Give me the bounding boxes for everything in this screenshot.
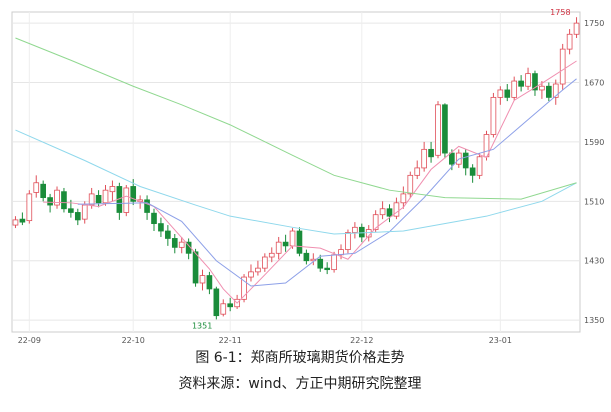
candle-body (497, 89, 504, 98)
caption: 图 6-1：郑商所玻璃期货价格走势 (195, 349, 404, 366)
x-tick-label: 23-01 (489, 336, 512, 345)
candle-body (12, 219, 19, 226)
candle-body (262, 256, 268, 269)
candle-body (255, 267, 261, 273)
y-tick-label: 1430 (584, 257, 604, 266)
x-tick-label: 22-09 (18, 336, 41, 345)
candle-body (109, 186, 116, 193)
candle-body (345, 232, 351, 250)
candle-body (268, 252, 275, 258)
candle-body (123, 187, 130, 213)
candle-body (165, 230, 171, 239)
candle-body (532, 73, 538, 91)
candle-body (102, 189, 109, 204)
candle-body (449, 152, 455, 165)
candle-body (171, 238, 178, 248)
candle-body (178, 241, 185, 248)
candle-body (476, 156, 483, 176)
candle-body (47, 197, 53, 206)
candle-body (539, 85, 545, 91)
x-tick-label: 22-10 (122, 336, 145, 345)
plot-frame (11, 11, 581, 333)
candle-body (248, 271, 254, 278)
candle-body (386, 208, 393, 217)
x-tick-label: 22-12 (350, 336, 373, 345)
y-tick-label: 1750 (584, 19, 604, 28)
candle-body (435, 104, 441, 156)
min-label: 1351 (192, 321, 212, 330)
candle-body (19, 218, 26, 223)
candle-body (552, 83, 559, 98)
candle-body (317, 258, 324, 269)
candle-body (324, 267, 330, 271)
candle-body (26, 193, 33, 222)
candle-body (331, 254, 337, 271)
candle-body (275, 241, 282, 254)
candle-body (144, 199, 150, 213)
candle-body (289, 230, 296, 247)
candle-body (220, 303, 227, 315)
candle-body (61, 191, 67, 210)
candle-body (296, 230, 303, 254)
candle-body (442, 104, 448, 154)
candle-body (469, 167, 476, 176)
candle-body (393, 202, 400, 217)
y-tick-label: 1350 (584, 316, 604, 325)
ma-line (77, 78, 577, 287)
candle-body (525, 73, 531, 87)
candle-body (462, 152, 469, 169)
candle-body (33, 182, 40, 193)
candle-body (206, 275, 213, 290)
candle-body (213, 288, 220, 317)
y-tick-label: 1670 (584, 79, 604, 88)
candle-body (518, 80, 524, 87)
candle-body (358, 226, 365, 238)
candle-body (303, 252, 310, 262)
y-tick-label: 1510 (584, 197, 604, 206)
plot-area: 1350 1430 1510 1590 1670 1750 22-09 22-10 22-11 2… (12, 8, 604, 345)
candle-body (227, 303, 234, 308)
y-tick-label: 1590 (584, 138, 604, 147)
candle-body (40, 183, 46, 199)
candle-body (158, 223, 164, 232)
candle-body (566, 33, 573, 50)
candle-body (241, 276, 247, 300)
candle-body (54, 189, 60, 206)
candle-body (282, 241, 289, 247)
candle-body (372, 214, 379, 230)
candle-body (130, 186, 137, 202)
source: 资料来源：wind、方正中期研究院整理 (178, 376, 421, 392)
candle-body (504, 89, 511, 98)
candle-body (199, 275, 206, 284)
candle-body (490, 96, 497, 135)
candle-body (573, 22, 580, 35)
candle-body (407, 174, 414, 195)
x-tick-label: 22-11 (219, 336, 242, 345)
candle-body (68, 208, 74, 213)
candle-body (352, 226, 358, 233)
candle-body (428, 148, 434, 158)
ma-line (15, 37, 577, 200)
ma-line (43, 60, 577, 304)
candle-body (81, 204, 88, 220)
candle-body (74, 212, 81, 221)
candle-body (95, 194, 102, 204)
candle-body (192, 251, 199, 284)
ma-line (15, 129, 577, 235)
candle-body (88, 193, 95, 206)
candle-body (421, 148, 427, 169)
candle-body (400, 193, 407, 204)
candle-body (511, 80, 518, 98)
candle-body (559, 48, 566, 85)
candle-body (379, 208, 386, 216)
candle-body (151, 212, 157, 225)
max-label: 1758 (550, 8, 570, 17)
candle-body (414, 167, 421, 176)
candle-body (546, 85, 552, 98)
